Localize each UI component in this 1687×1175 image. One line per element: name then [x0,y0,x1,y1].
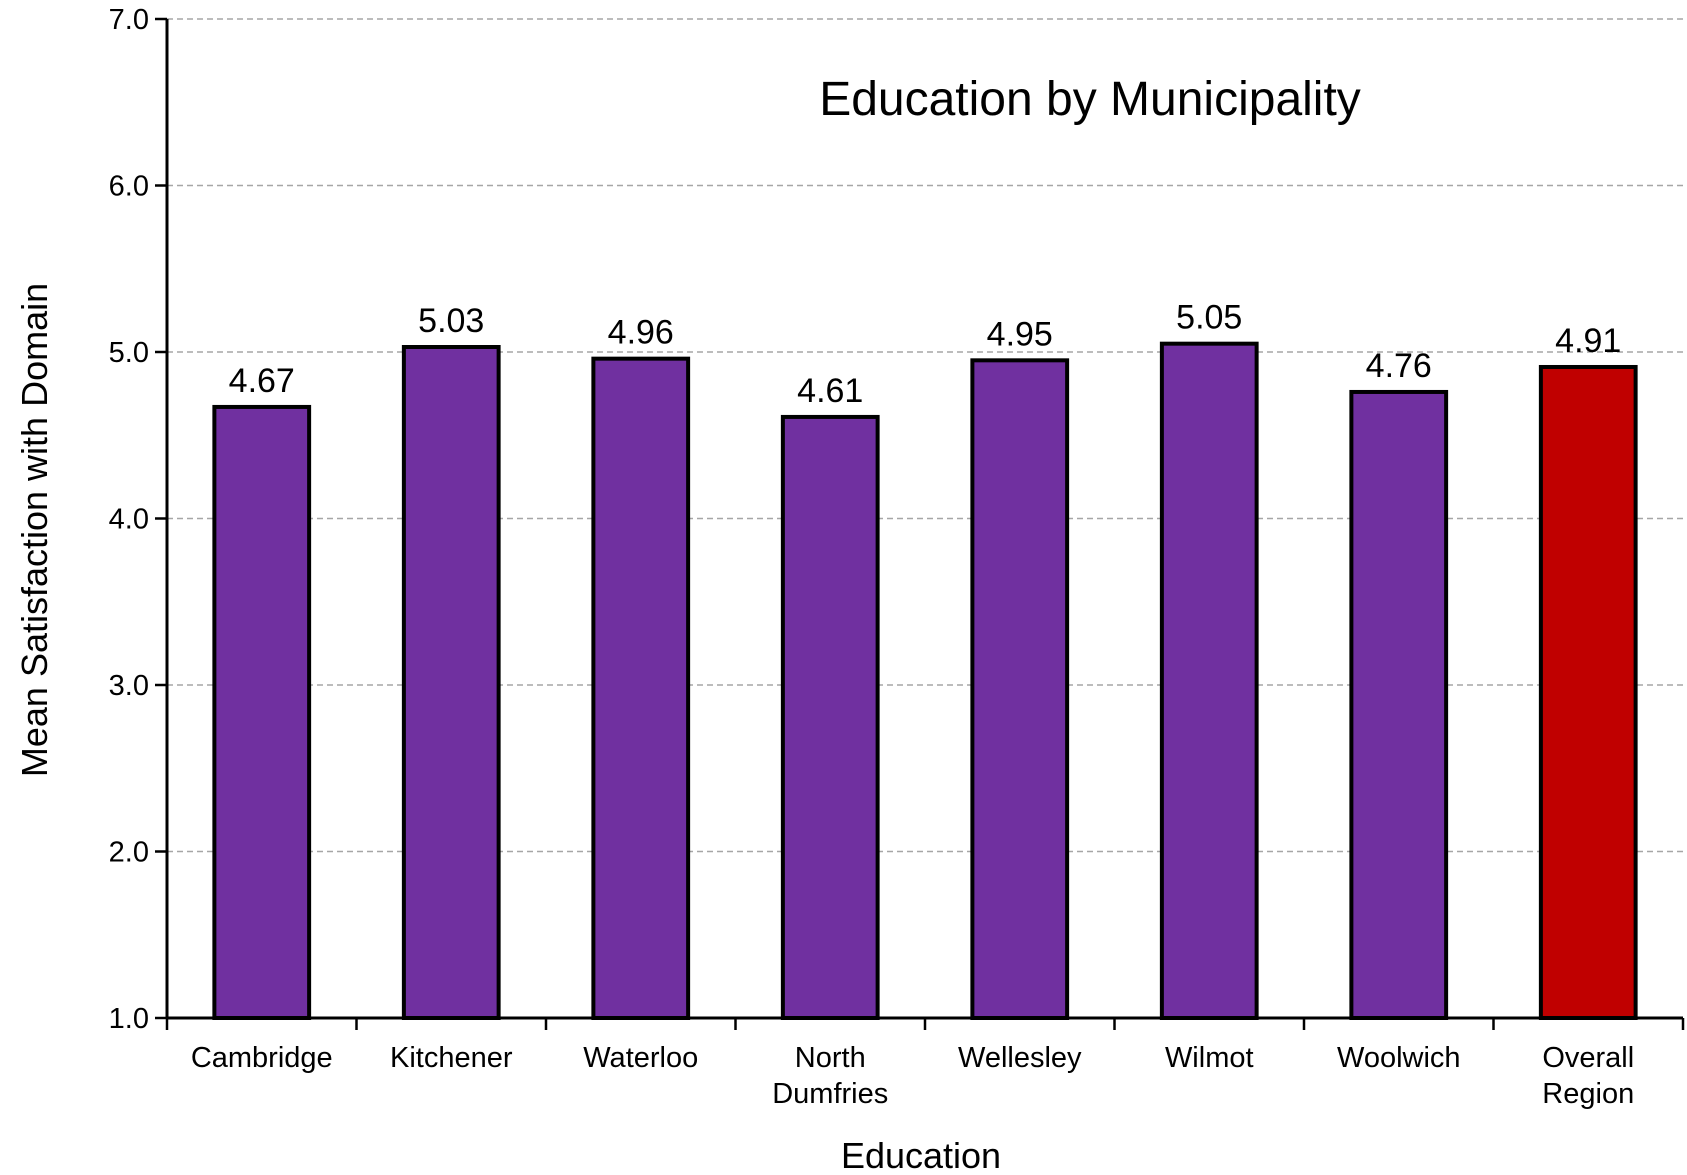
x-tick-label-line: Region [1542,1078,1634,1110]
x-tick-label: Wellesley [958,1042,1082,1074]
axes [155,17,1685,1030]
data-label: 4.61 [797,372,863,410]
y-tick-label: 2.0 [109,837,149,869]
x-tick-label-line: Wellesley [958,1042,1082,1074]
bar [970,358,1070,1020]
y-tick-label: 3.0 [109,670,149,702]
x-axis-title: Education [841,1135,1001,1175]
data-label: 4.76 [1366,347,1432,385]
gridlines [167,18,1683,853]
x-tick-label: Overall Region [1542,1042,1634,1110]
bar [212,404,312,1020]
x-tick-label: Kitchener [390,1042,513,1074]
x-tick-label: North Dumfries [772,1042,888,1110]
x-tick-label-line: North [795,1042,866,1074]
x-tick-label-line: Woolwich [1337,1042,1461,1074]
y-tick-label: 7.0 [109,4,149,36]
x-tick-label-line: Waterloo [583,1042,698,1074]
bar [591,356,691,1021]
data-label: 5.03 [418,302,484,340]
x-tick-label: Woolwich [1337,1042,1461,1074]
y-tick-label: 4.0 [109,504,149,536]
bar [1159,341,1259,1020]
data-label: 4.96 [608,314,674,352]
x-tick-label-line: Kitchener [390,1042,513,1074]
y-tick-label: 5.0 [109,337,149,369]
x-tick-label: Wilmot [1165,1042,1254,1074]
bar [401,345,501,1020]
x-tick-label-line: Wilmot [1165,1042,1254,1074]
chart-title: Education by Municipality [819,73,1361,126]
x-tick-label-line: Dumfries [772,1078,888,1110]
data-label: 4.67 [229,362,295,400]
bar [1538,364,1638,1020]
x-tick-label-line: Overall [1542,1042,1634,1074]
x-tick-label: Waterloo [583,1042,698,1074]
data-label: 4.95 [987,315,1053,353]
x-tick-label: Cambridge [191,1042,333,1074]
y-axis-title: Mean Satisfaction with Domain [14,283,55,777]
y-tick-label: 6.0 [109,171,149,203]
data-label: 4.91 [1555,322,1621,360]
labels: 1.0 2.0 3.0 4.0 5.0 6.0 7.0 4.67 Cambridge 5.03 Ki… [109,4,1635,1110]
x-tick-label-line: Cambridge [191,1042,333,1074]
bar [780,414,880,1020]
bar [1349,389,1449,1020]
data-label: 5.05 [1176,299,1242,337]
bars [212,341,1638,1021]
y-tick-label: 1.0 [109,1003,149,1035]
